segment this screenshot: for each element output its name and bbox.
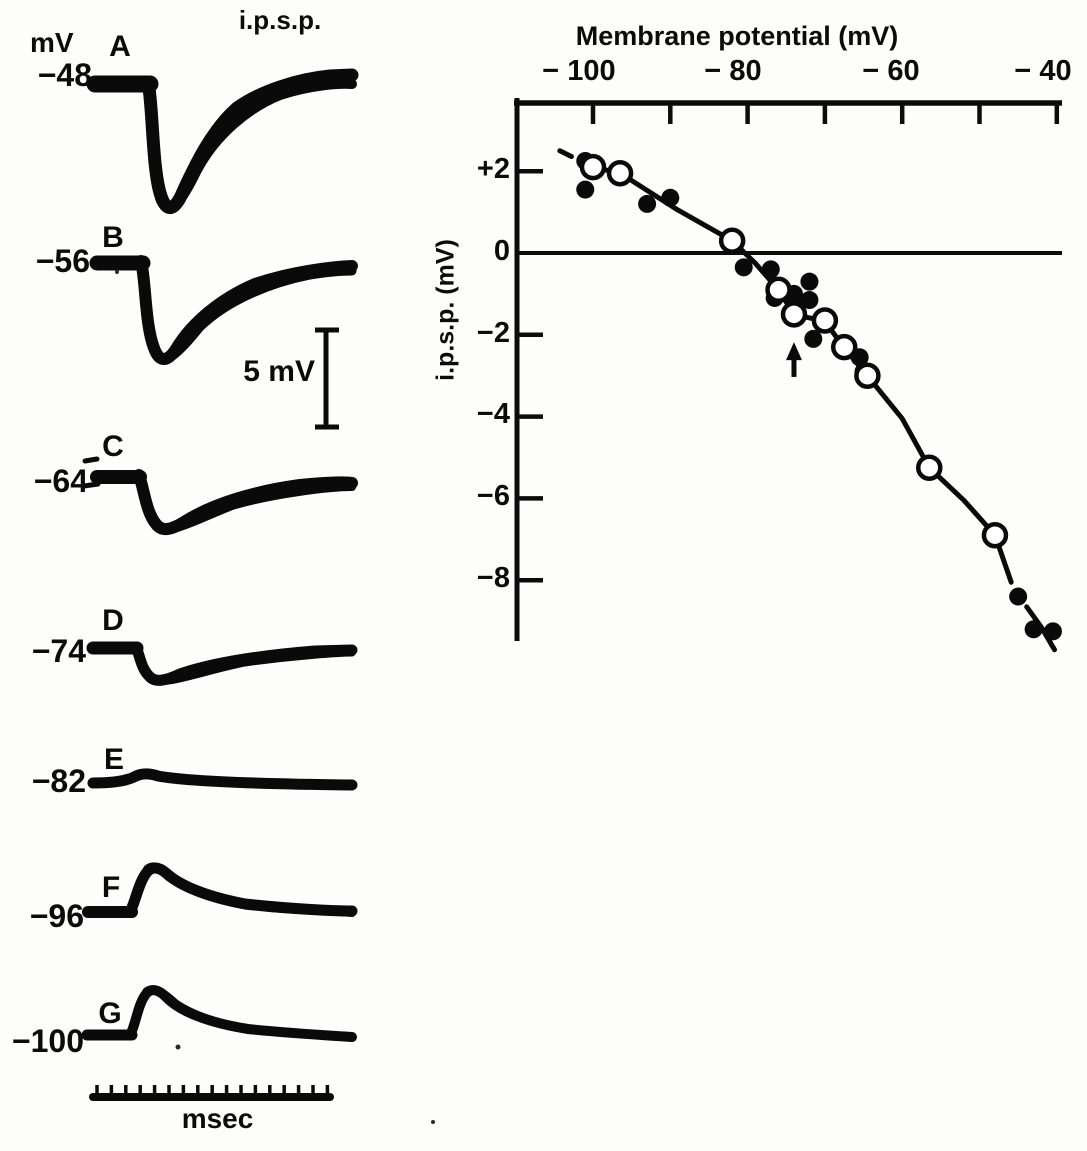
trace-voltage-E: −82 bbox=[31, 763, 86, 799]
trace-voltage-F: −96 bbox=[29, 898, 84, 934]
x-tick-label-80: − 80 bbox=[704, 55, 762, 87]
left-panel-title: i.p.s.p. bbox=[238, 5, 322, 35]
data-point-filled bbox=[800, 291, 819, 310]
fit-curve-solid bbox=[617, 170, 1014, 585]
chart-y-axis-title: i.p.s.p. (mV) bbox=[431, 239, 460, 381]
data-point-open bbox=[780, 301, 808, 328]
trace-B bbox=[89, 255, 358, 365]
x-tick-label-40: − 40 bbox=[1014, 55, 1072, 87]
data-point-open bbox=[981, 521, 1009, 549]
left-axis-unit: mV bbox=[30, 27, 74, 58]
x-tick-label-100: − 100 bbox=[542, 55, 616, 87]
time-axis-label: msec bbox=[181, 1103, 254, 1134]
data-point-open bbox=[606, 159, 634, 187]
trace-voltage-B: −56 bbox=[35, 243, 90, 279]
fit-curve bbox=[557, 148, 1057, 653]
data-point-filled bbox=[761, 260, 780, 279]
open-data-points bbox=[579, 153, 1009, 549]
y-tick-label-m2: −2 bbox=[476, 317, 510, 349]
data-point-filled bbox=[804, 329, 823, 348]
scan-specks bbox=[115, 270, 435, 1124]
trace-label-D: D bbox=[102, 604, 124, 637]
y-tick-label-p2: +2 bbox=[476, 153, 510, 185]
trace-G bbox=[81, 985, 357, 1042]
data-point-filled bbox=[638, 194, 657, 213]
data-point-filled bbox=[1043, 622, 1062, 641]
y-tick-label-m4: −4 bbox=[476, 398, 510, 430]
trace-C bbox=[81, 456, 358, 535]
chart bbox=[514, 98, 1062, 653]
trace-voltage-A: −48 bbox=[37, 57, 92, 93]
chart-ticks bbox=[517, 104, 1062, 583]
y-tick-label-m8: −8 bbox=[476, 562, 510, 594]
trace-A bbox=[86, 68, 359, 214]
data-point-open bbox=[718, 227, 746, 254]
trace-voltage-G: −100 bbox=[11, 1023, 84, 1059]
data-point-filled bbox=[1009, 587, 1028, 606]
data-point-open bbox=[916, 454, 943, 481]
y-tick-label-0: 0 bbox=[493, 235, 510, 267]
trace-label-A: A bbox=[109, 30, 131, 63]
trace-label-B: B bbox=[102, 221, 124, 254]
trace-label-E: E bbox=[103, 743, 124, 776]
trace-voltage-D: −74 bbox=[31, 633, 86, 669]
data-point-open bbox=[579, 153, 607, 181]
data-point-filled bbox=[661, 188, 680, 207]
data-point-open bbox=[854, 362, 881, 389]
trace-label-F: F bbox=[101, 871, 121, 904]
y-tick-label-m6: −6 bbox=[476, 480, 510, 512]
chart-axes bbox=[514, 98, 1062, 641]
trace-F bbox=[82, 862, 358, 918]
amplitude-scale-bar bbox=[315, 327, 339, 430]
data-point-open bbox=[765, 276, 792, 304]
trace-voltage-C: −64 bbox=[33, 463, 88, 499]
scale-bar-label: 5 mV bbox=[243, 355, 315, 388]
filled-data-points bbox=[576, 151, 1062, 641]
trace-recordings bbox=[81, 68, 359, 1042]
chart-x-axis-title: Membrane potential (mV) bbox=[575, 21, 899, 51]
data-point-filled bbox=[800, 272, 819, 291]
data-point-filled bbox=[1024, 620, 1043, 639]
arrow-head bbox=[785, 342, 802, 361]
data-point-open bbox=[811, 307, 839, 334]
trace-D bbox=[86, 641, 358, 686]
data-point-open bbox=[830, 333, 858, 361]
data-point-filled bbox=[734, 258, 753, 277]
trace-label-C: C bbox=[102, 430, 124, 463]
time-scale-bar bbox=[89, 1085, 334, 1101]
data-point-filled bbox=[576, 180, 595, 199]
trace-E bbox=[87, 768, 358, 791]
annotation-arrow bbox=[785, 342, 802, 377]
x-tick-label-60: − 60 bbox=[862, 55, 920, 87]
trace-label-G: G bbox=[98, 997, 122, 1030]
